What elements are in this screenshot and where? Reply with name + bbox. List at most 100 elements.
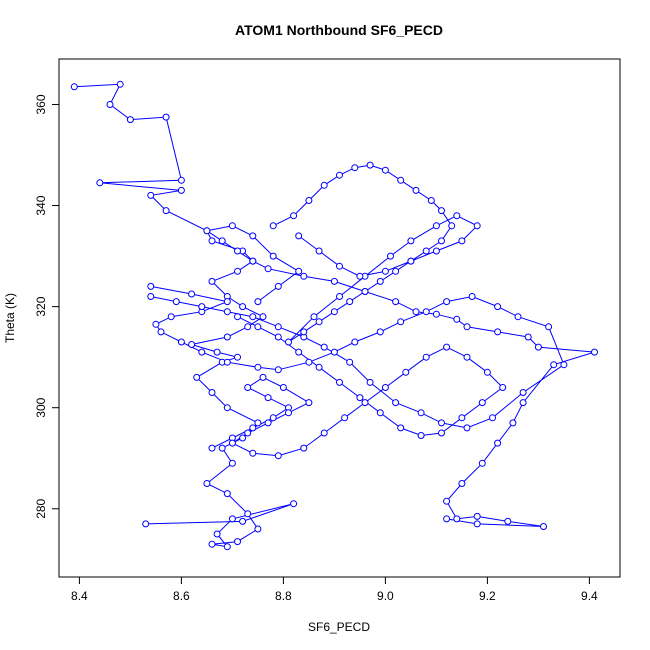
data-point bbox=[330, 348, 338, 356]
data-point bbox=[203, 227, 211, 235]
data-point bbox=[274, 282, 282, 290]
data-point bbox=[269, 414, 277, 422]
data-point bbox=[269, 252, 277, 260]
data-point bbox=[208, 277, 216, 285]
data-point bbox=[560, 361, 568, 369]
data-point bbox=[295, 267, 303, 275]
data-point bbox=[438, 207, 445, 215]
data-point bbox=[177, 338, 185, 346]
y-tick-label: 320 bbox=[34, 296, 48, 316]
data-point bbox=[305, 197, 313, 204]
data-point bbox=[453, 212, 461, 220]
data-point bbox=[397, 318, 405, 326]
data-point bbox=[167, 313, 175, 321]
data-point bbox=[545, 323, 553, 331]
data-point bbox=[356, 394, 364, 402]
data-point bbox=[524, 333, 532, 341]
data-point bbox=[96, 179, 104, 187]
data-point bbox=[285, 409, 292, 417]
data-point bbox=[407, 257, 415, 265]
data-point bbox=[254, 323, 262, 331]
data-point bbox=[473, 520, 481, 528]
data-point bbox=[473, 222, 481, 230]
data-point bbox=[346, 358, 354, 366]
data-point bbox=[228, 439, 236, 447]
data-point bbox=[387, 252, 394, 260]
series-line bbox=[211, 316, 504, 457]
data-point bbox=[126, 116, 134, 124]
data-point bbox=[432, 222, 440, 230]
data-point bbox=[392, 399, 400, 407]
x-axis: 8.4 8.6 8.8 9.0 9.2 9.4 bbox=[71, 577, 598, 603]
data-point bbox=[290, 500, 298, 508]
data-point bbox=[432, 247, 440, 255]
data-point bbox=[228, 459, 236, 467]
data-point bbox=[305, 358, 313, 366]
data-point bbox=[208, 389, 216, 396]
data-point bbox=[514, 313, 522, 321]
data-point bbox=[274, 452, 282, 460]
x-tick-label: 8.4 bbox=[71, 589, 88, 603]
data-point bbox=[432, 310, 440, 318]
data-point bbox=[438, 419, 445, 427]
data-point bbox=[509, 419, 517, 427]
data-point bbox=[213, 348, 221, 356]
data-point bbox=[417, 432, 425, 439]
data-point bbox=[218, 237, 226, 245]
data-point bbox=[177, 186, 185, 194]
data-point bbox=[152, 320, 160, 328]
data-point bbox=[264, 394, 272, 402]
data-point bbox=[300, 328, 308, 336]
y-axis-label: Theta (K) bbox=[3, 293, 17, 343]
data-point bbox=[427, 197, 435, 204]
data-point bbox=[397, 424, 405, 432]
data-point bbox=[438, 429, 445, 437]
data-point bbox=[249, 424, 257, 432]
data-point bbox=[285, 338, 292, 346]
data-point bbox=[234, 313, 241, 321]
data-point bbox=[234, 247, 241, 255]
data-point bbox=[223, 490, 231, 498]
data-point bbox=[274, 366, 282, 374]
data-point bbox=[198, 303, 206, 311]
data-point bbox=[412, 186, 420, 194]
data-point bbox=[453, 315, 461, 323]
data-point bbox=[361, 288, 369, 295]
x-axis-label: SF6_PECD bbox=[308, 620, 370, 634]
data-point bbox=[244, 510, 252, 518]
data-point bbox=[443, 343, 451, 351]
data-point bbox=[239, 303, 247, 311]
data-point bbox=[330, 308, 338, 316]
data-point bbox=[519, 389, 527, 396]
data-point bbox=[188, 341, 196, 348]
y-tick-label: 360 bbox=[34, 94, 48, 114]
data-point bbox=[438, 237, 445, 245]
data-point bbox=[320, 181, 328, 189]
data-point bbox=[381, 384, 389, 391]
data-point bbox=[519, 399, 527, 407]
x-tick-label: 9.4 bbox=[581, 589, 598, 603]
data-point bbox=[274, 323, 282, 331]
data-point bbox=[315, 363, 323, 371]
data-point bbox=[376, 277, 384, 285]
y-tick-label: 340 bbox=[34, 195, 48, 215]
data-point bbox=[223, 404, 231, 412]
data-point bbox=[341, 414, 349, 422]
data-point bbox=[239, 517, 247, 525]
data-point bbox=[244, 323, 252, 331]
data-point bbox=[351, 338, 359, 346]
data-point bbox=[417, 409, 425, 417]
data-point bbox=[494, 303, 502, 311]
data-point bbox=[468, 293, 476, 300]
data-point bbox=[147, 282, 155, 290]
data-point bbox=[443, 298, 451, 306]
data-point bbox=[254, 525, 262, 533]
series-points bbox=[70, 80, 598, 551]
data-point bbox=[366, 161, 374, 169]
data-point bbox=[540, 523, 547, 530]
data-point bbox=[336, 171, 343, 179]
data-point bbox=[234, 538, 241, 546]
data-point bbox=[249, 449, 257, 457]
data-point bbox=[147, 191, 155, 199]
data-point bbox=[320, 429, 328, 437]
